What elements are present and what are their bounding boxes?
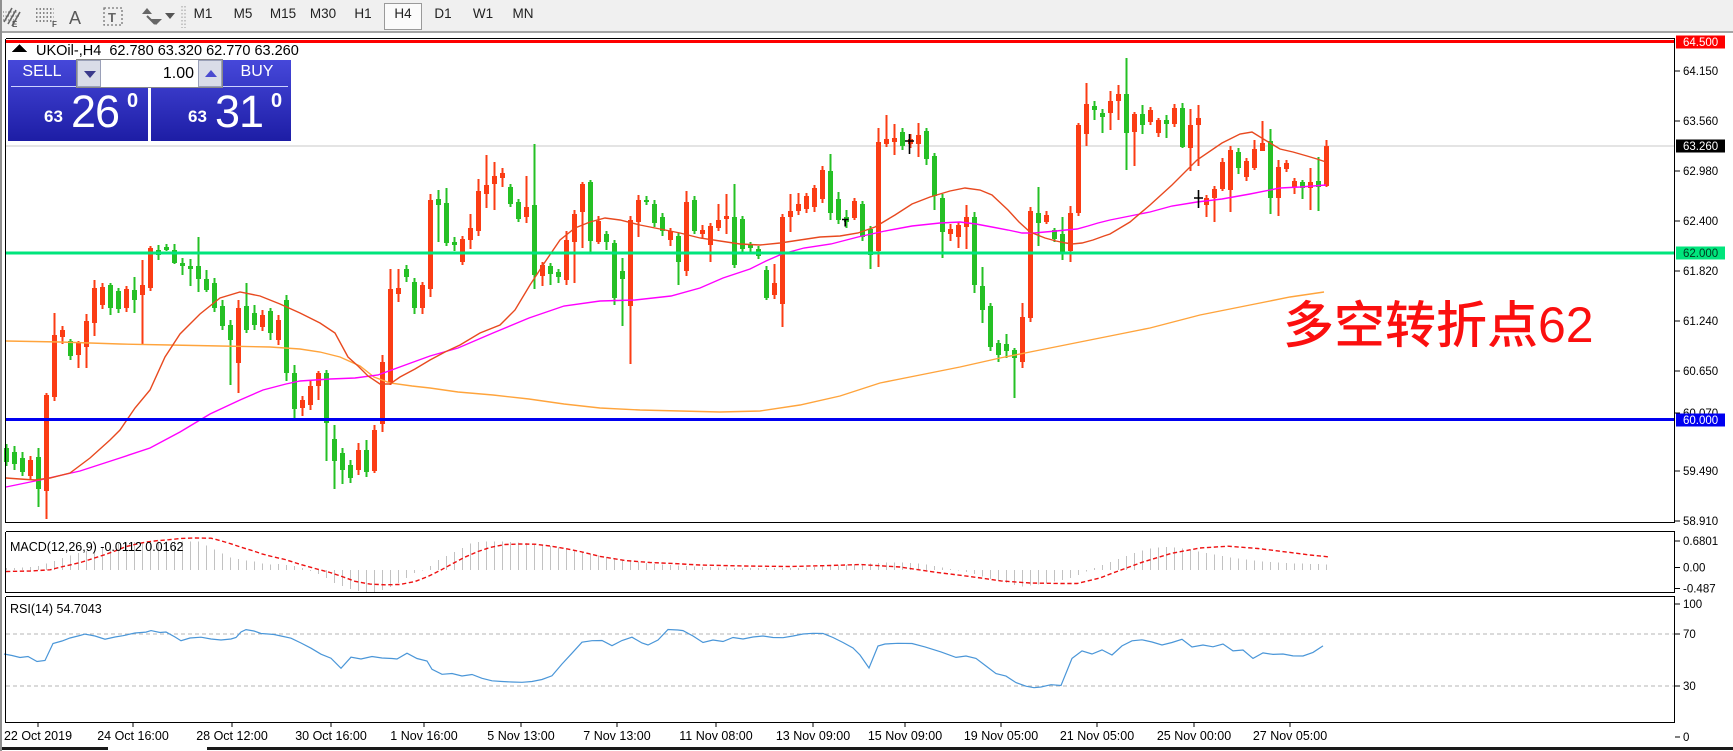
svg-text:19 Nov 05:00: 19 Nov 05:00: [964, 729, 1038, 743]
svg-text:30 Oct 16:00: 30 Oct 16:00: [295, 729, 367, 743]
svg-text:70: 70: [1683, 629, 1696, 641]
svg-text:62.400: 62.400: [1683, 216, 1718, 228]
svg-text:0.00: 0.00: [1683, 563, 1705, 575]
svg-text:A: A: [69, 8, 81, 28]
svg-text:F: F: [52, 20, 57, 29]
svg-text:100: 100: [1683, 599, 1702, 611]
svg-text:E: E: [12, 20, 18, 29]
svg-text:1 Nov 16:00: 1 Nov 16:00: [390, 729, 457, 743]
svg-text:64.500: 64.500: [1683, 37, 1718, 49]
svg-text:0: 0: [1683, 732, 1689, 744]
svg-text:59.490: 59.490: [1683, 466, 1718, 478]
svg-text:25 Nov 00:00: 25 Nov 00:00: [1157, 729, 1231, 743]
svg-text:60.650: 60.650: [1683, 366, 1718, 378]
svg-text:15 Nov 09:00: 15 Nov 09:00: [868, 729, 942, 743]
svg-text:58.910: 58.910: [1683, 516, 1718, 528]
svg-text:7 Nov 13:00: 7 Nov 13:00: [583, 729, 650, 743]
svg-text:62.000: 62.000: [1683, 248, 1718, 260]
svg-text:27 Nov 05:00: 27 Nov 05:00: [1253, 729, 1327, 743]
svg-text:RSI(14) 54.7043: RSI(14) 54.7043: [10, 602, 102, 616]
svg-text:60.000: 60.000: [1683, 415, 1718, 427]
svg-text:11 Nov 08:00: 11 Nov 08:00: [679, 729, 752, 743]
svg-text:61.240: 61.240: [1683, 316, 1718, 328]
svg-text:28 Oct 12:00: 28 Oct 12:00: [196, 729, 268, 743]
svg-text:UKOil-,H4 62.780 63.320 62.77: UKOil-,H4 62.780 63.320 62.770 63.260: [36, 43, 299, 59]
svg-text:62.980: 62.980: [1683, 166, 1718, 178]
svg-text:61.820: 61.820: [1683, 266, 1718, 278]
svg-text:63.260: 63.260: [1683, 141, 1718, 153]
svg-text:30: 30: [1683, 681, 1696, 693]
svg-text:0.6801: 0.6801: [1683, 536, 1718, 548]
svg-text:62: 62: [1538, 297, 1594, 353]
svg-text:64.150: 64.150: [1683, 66, 1718, 78]
svg-text:22 Oct 2019: 22 Oct 2019: [4, 729, 72, 743]
svg-text:21 Nov 05:00: 21 Nov 05:00: [1060, 729, 1134, 743]
svg-text:13 Nov 09:00: 13 Nov 09:00: [776, 729, 850, 743]
svg-text:63.560: 63.560: [1683, 116, 1718, 128]
svg-text:T: T: [108, 10, 116, 25]
svg-text:-0.487: -0.487: [1683, 584, 1716, 596]
svg-text:24 Oct 16:00: 24 Oct 16:00: [97, 729, 169, 743]
svg-text:5 Nov 13:00: 5 Nov 13:00: [487, 729, 554, 743]
svg-text:MACD(12,26,9) -0.0112 0.0162: MACD(12,26,9) -0.0112 0.0162: [10, 540, 184, 554]
